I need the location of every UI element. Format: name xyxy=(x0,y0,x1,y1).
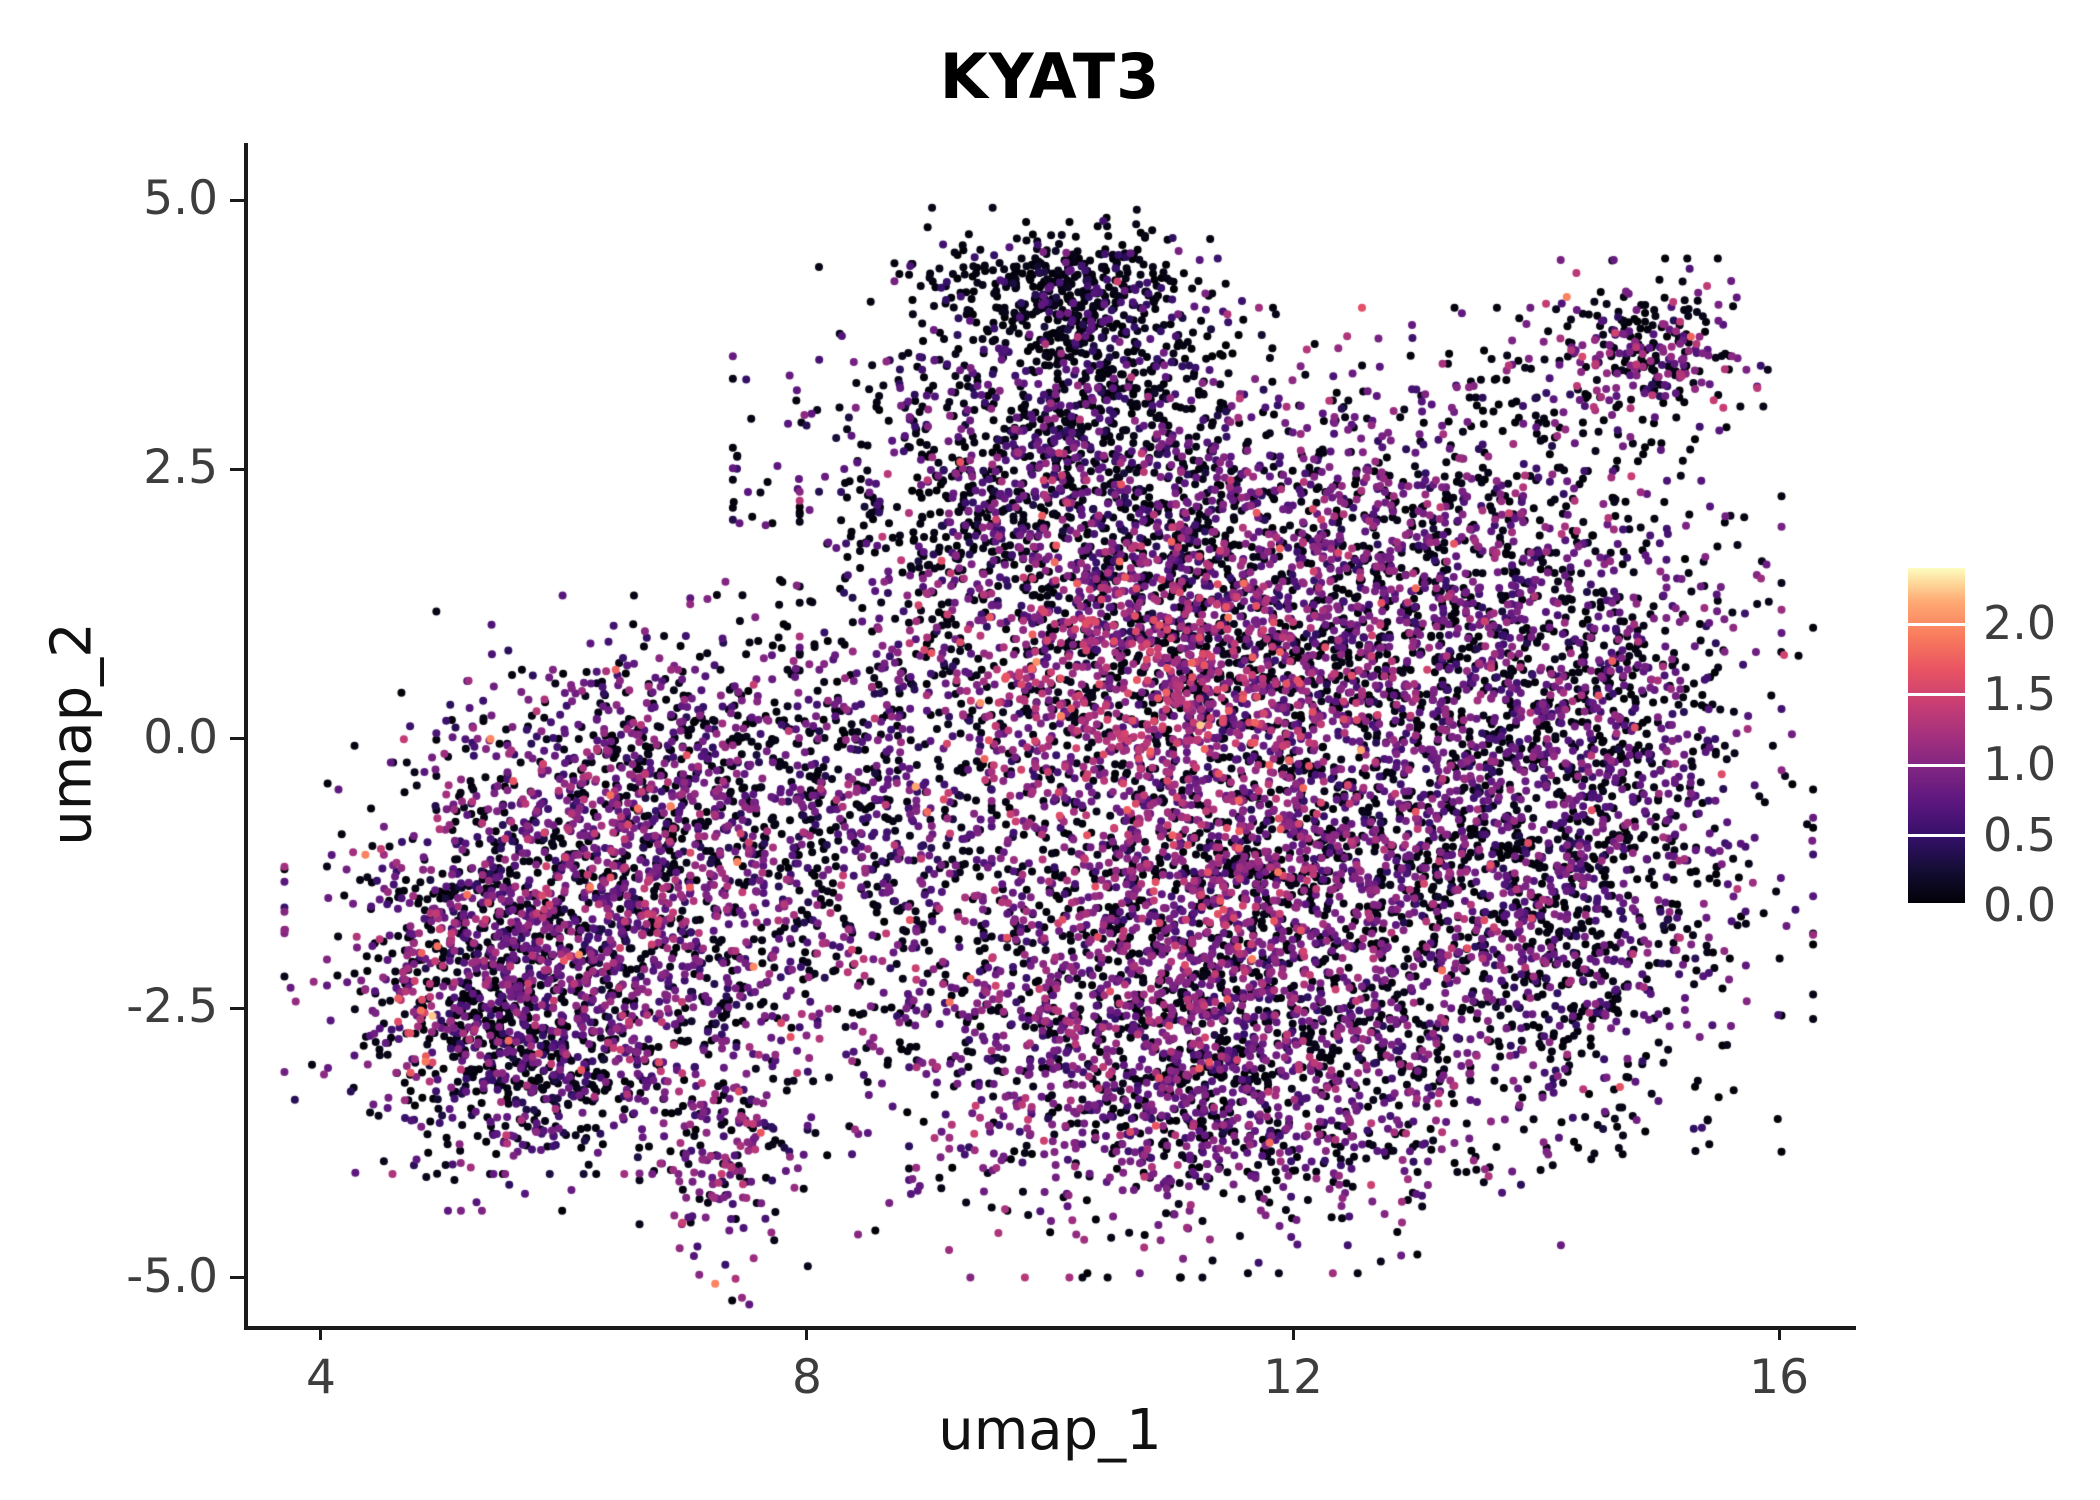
x-tick-mark xyxy=(1291,1326,1295,1340)
x-tick-label: 4 xyxy=(305,1350,336,1405)
y-tick-mark xyxy=(230,1006,244,1010)
x-tick-label: 16 xyxy=(1749,1350,1809,1405)
plot-area: 4 8 12 16 -5.0 -2.5 0.0 2.5 5.0 xyxy=(126,143,1856,1405)
colorbar-tick-mark xyxy=(1908,763,1965,767)
y-tick-label: 0.0 xyxy=(143,709,218,765)
x-tick-label: 8 xyxy=(792,1350,822,1405)
y-tick-mark xyxy=(230,198,244,202)
y-tick-mark xyxy=(230,467,244,471)
x-tick-label: 12 xyxy=(1263,1350,1323,1405)
x-axis-label: umap_1 xyxy=(938,1398,1162,1463)
colorbar-tick-label: 0.5 xyxy=(1983,807,2057,862)
y-tick-mark xyxy=(230,737,244,741)
colorbar-tick-mark xyxy=(1908,903,1965,906)
y-tick-label: -2.5 xyxy=(126,979,218,1035)
chart-title: KYAT3 xyxy=(939,40,1161,113)
colorbar: 0.0 0.5 1.0 1.5 2.0 xyxy=(1908,568,2056,932)
colorbar-tick-label: 1.0 xyxy=(1983,737,2057,792)
x-tick-mark xyxy=(805,1326,809,1340)
y-axis-line xyxy=(244,143,248,1330)
scatter-canvas xyxy=(248,143,1852,1326)
colorbar-tick-mark xyxy=(1908,834,1965,838)
colorbar-tick-mark xyxy=(1908,622,1965,626)
y-tick-label: -5.0 xyxy=(126,1248,218,1304)
y-tick-mark xyxy=(230,1276,244,1280)
colorbar-tick-label: 0.0 xyxy=(1983,878,2057,932)
x-tick-mark xyxy=(319,1326,323,1340)
y-tick-label: 2.5 xyxy=(143,440,218,496)
x-axis-line xyxy=(244,1326,1856,1330)
colorbar-tick-mark xyxy=(1908,693,1965,697)
colorbar-gradient xyxy=(1908,568,1965,906)
x-tick-mark xyxy=(1777,1326,1781,1340)
y-tick-label: 5.0 xyxy=(143,171,218,227)
colorbar-tick-label: 2.0 xyxy=(1983,596,2057,651)
colorbar-tick-label: 1.5 xyxy=(1983,666,2057,721)
